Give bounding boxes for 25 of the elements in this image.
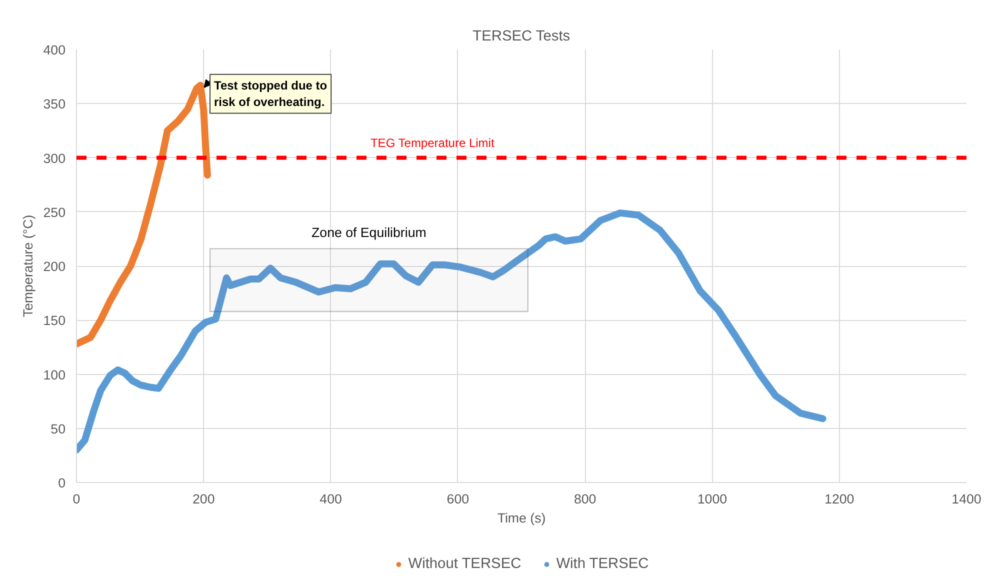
- y-tick-label: 300: [43, 150, 66, 166]
- legend-label: With TERSEC: [556, 556, 649, 572]
- annotation: Test stopped due to risk of overheating.: [214, 78, 328, 110]
- chart-title: TERSEC Tests: [472, 28, 570, 44]
- y-tick-label: 200: [43, 259, 66, 274]
- x-tick-label: 1400: [952, 492, 982, 506]
- y-tick-label: 350: [43, 96, 66, 112]
- x-tick-label: 600: [446, 492, 470, 506]
- y-tick-label: 400: [43, 42, 66, 58]
- ref-line-label: TEG Temperature Limit: [370, 136, 495, 150]
- x-tick-label: 400: [320, 492, 342, 506]
- band-label: Zone of Equilibrium: [312, 225, 426, 240]
- x-axis-title: Time (s): [497, 510, 546, 526]
- x-tick-label: 0: [72, 492, 80, 506]
- legend-label: Without TERSEC: [408, 556, 522, 572]
- y-tick-label: 50: [50, 421, 66, 436]
- x-tick-label: 800: [574, 492, 596, 506]
- y-axis-title: Temperature (°C): [20, 214, 36, 318]
- y-tick-label: 100: [43, 367, 66, 382]
- y-tick-label: 250: [43, 204, 66, 220]
- y-tick-label: 150: [43, 313, 66, 328]
- x-tick-label: 200: [192, 492, 215, 506]
- y-tick-label: 0: [58, 476, 66, 490]
- x-tick-label: 1000: [697, 492, 728, 506]
- x-tick-label: 1200: [824, 492, 854, 506]
